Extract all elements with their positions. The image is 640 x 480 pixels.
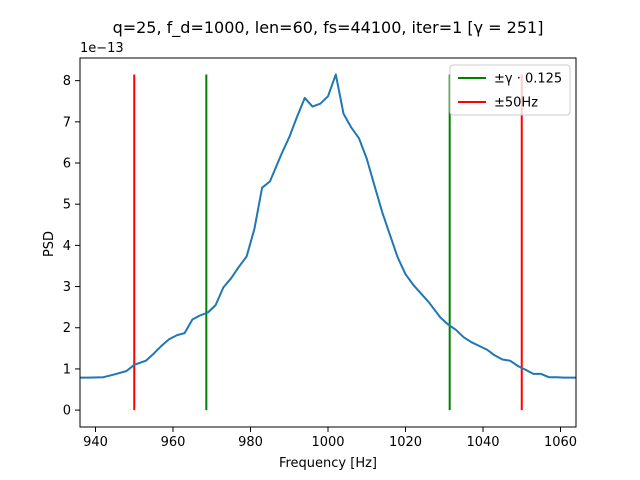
legend: ±γ · 0.125 ±50Hz bbox=[449, 64, 571, 116]
series-line-0 bbox=[80, 73, 576, 379]
x-tick-label: 960 bbox=[161, 435, 186, 450]
x-tick-label: 1040 bbox=[466, 435, 499, 450]
y-tick-label: 7 bbox=[63, 115, 71, 130]
x-axis: 940 960 980 1000 1020 1040 1060 bbox=[83, 427, 577, 450]
y-tick-label: 4 bbox=[63, 239, 71, 254]
legend-label-1: ±50Hz bbox=[494, 96, 538, 111]
y-tick-label: 8 bbox=[63, 74, 71, 89]
legend-label-0: ±γ · 0.125 bbox=[494, 72, 562, 87]
y-tick-label: 0 bbox=[63, 404, 71, 419]
y-axis-label: PSD bbox=[42, 231, 57, 257]
y-tick-label: 5 bbox=[63, 198, 71, 213]
x-axis-label: Frequency [Hz] bbox=[279, 456, 377, 471]
x-tick-label: 1060 bbox=[544, 435, 577, 450]
plot-area bbox=[79, 57, 577, 428]
y-tick-label: 2 bbox=[63, 321, 71, 336]
y-tick-label: 1 bbox=[63, 362, 71, 377]
chart-title: q=25, f_d=1000, len=60, fs=44100, iter=1… bbox=[113, 18, 544, 38]
y-tick-label: 6 bbox=[63, 157, 71, 172]
x-tick-label: 1020 bbox=[389, 435, 422, 450]
x-tick-label: 980 bbox=[238, 435, 263, 450]
y-scale-offset-label: 1e−13 bbox=[80, 41, 124, 56]
y-tick-label: 3 bbox=[63, 280, 71, 295]
x-tick-label: 1000 bbox=[311, 435, 344, 450]
x-tick-label: 940 bbox=[83, 435, 108, 450]
y-axis: 0 1 2 3 4 5 6 7 8 bbox=[63, 74, 80, 419]
